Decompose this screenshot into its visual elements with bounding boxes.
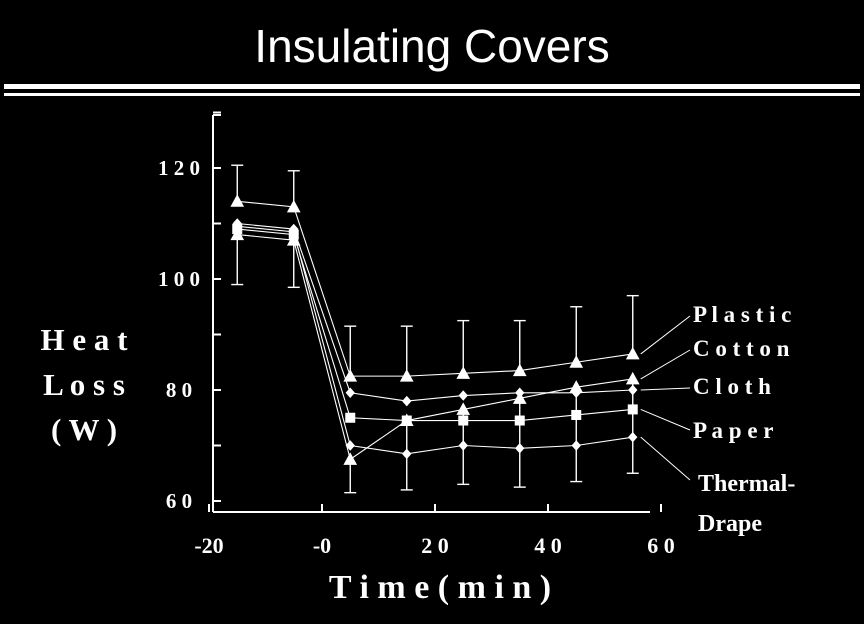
data-point-plastic (569, 355, 584, 368)
data-point-thermal-drape (458, 440, 468, 451)
data-point-thermal-drape (402, 448, 412, 460)
y-ticks: 6 0 8 0 1 0 0 1 2 0 (158, 111, 221, 513)
legend-leader-plastic (640, 315, 691, 355)
data-point-plastic (625, 346, 640, 360)
data-point-thermal-drape (628, 431, 638, 443)
data-point-plastic (230, 194, 245, 207)
data-point-cloth (515, 387, 525, 399)
legend-label-paper: P a p e r (693, 418, 774, 443)
x-tick-label: 2 0 (421, 533, 449, 558)
title-rule-bottom (4, 93, 860, 96)
x-axis-label: T i m e ( m i n ) (329, 569, 551, 606)
legend-leader-cotton (640, 349, 691, 380)
data-point-cloth (458, 390, 468, 401)
data-point-paper (458, 415, 469, 426)
data-point-cloth (402, 395, 412, 407)
series-line-cloth (237, 222, 633, 402)
title-rule-top (4, 84, 860, 89)
data-point-paper (514, 415, 525, 426)
page-title: Insulating Covers (254, 20, 609, 72)
series-line-plastic (237, 200, 633, 377)
legend-label-thermal-drape: Drape (698, 511, 762, 537)
data-point-cotton (343, 452, 358, 465)
data-point-thermal-drape (515, 443, 525, 454)
data-point-thermal-drape (345, 440, 355, 451)
series-cotton (230, 227, 640, 465)
series-thermal-drape (232, 221, 638, 460)
y-tick-label: 1 0 0 (158, 267, 200, 291)
legend: P l a s t i c C o t t o n C l o t h P a p e… (640, 302, 795, 537)
y-axis-label: H e a t L o s s ( W ) (41, 322, 129, 447)
y-axis-label-line: H e a t (41, 322, 129, 357)
y-axis-label-line: L o s s (43, 367, 125, 402)
data-point-plastic (512, 363, 527, 377)
y-tick-label: 6 0 (166, 489, 192, 513)
y-tick-label: 1 2 0 (158, 156, 200, 180)
data-point-cotton (456, 402, 471, 415)
data-point-cotton (230, 227, 245, 241)
legend-label-plastic: P l a s t i c (693, 302, 791, 327)
series-line-paper (237, 228, 633, 422)
series-group (230, 194, 640, 465)
data-point-paper (571, 409, 582, 420)
axes (212, 114, 650, 513)
legend-label-cloth: C l o t h (693, 374, 771, 399)
data-point-cotton (625, 371, 640, 385)
data-point-paper (345, 412, 356, 423)
data-point-plastic (456, 366, 471, 379)
data-point-thermal-drape (232, 221, 242, 232)
x-ticks: -20 -0 2 0 4 0 6 0 (194, 504, 675, 558)
series-line-thermal-drape (237, 225, 633, 455)
x-tick-label: -20 (194, 533, 223, 558)
data-point-cloth (571, 387, 581, 399)
series-line-cotton (237, 234, 633, 461)
data-point-cloth (628, 384, 638, 396)
legend-leader-paper (640, 408, 691, 431)
legend-leader-cloth (640, 387, 691, 391)
data-point-paper (627, 404, 638, 415)
data-point-plastic (399, 369, 414, 382)
x-tick-label: -0 (313, 533, 331, 558)
series-plastic (230, 194, 640, 382)
data-point-thermal-drape (289, 226, 299, 238)
x-tick-label: 4 0 (534, 533, 562, 558)
data-point-plastic (286, 199, 301, 213)
legend-label-thermal-drape: Thermal- (698, 471, 795, 497)
data-point-thermal-drape (571, 440, 581, 451)
y-axis-label-line: ( W ) (51, 412, 117, 447)
data-point-paper (401, 415, 412, 426)
legend-label-cotton: C o t t o n (693, 336, 790, 361)
x-tick-label: 6 0 (647, 533, 675, 558)
data-point-cloth (345, 387, 355, 399)
legend-leader-thermal-drape (640, 436, 691, 481)
data-point-plastic (343, 369, 358, 382)
y-tick-label: 8 0 (166, 378, 192, 402)
